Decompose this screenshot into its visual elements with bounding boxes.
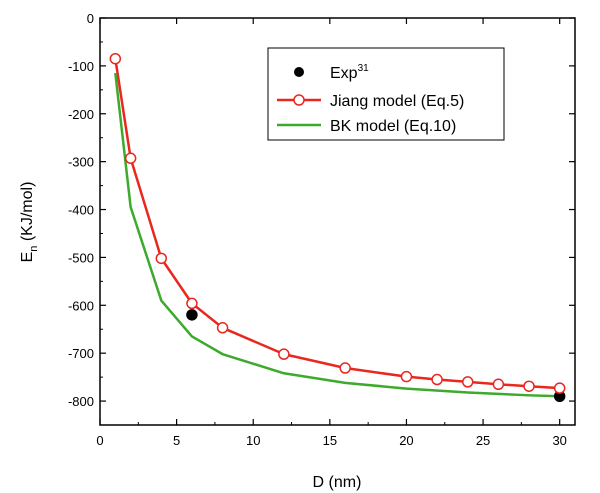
series-1-point — [461, 376, 474, 388]
legend-marker-exp — [294, 67, 304, 77]
y-tick-label: -300 — [68, 155, 94, 170]
legend-marker-jiang — [293, 94, 305, 106]
x-tick-label: 5 — [173, 433, 180, 448]
series-1-point — [431, 373, 443, 386]
y-tick-label: -200 — [68, 107, 94, 122]
y-tick-label: -400 — [68, 203, 94, 218]
series-1-point — [216, 322, 229, 334]
legend-label-bk: BK model (Eq.10) — [330, 118, 456, 135]
axis-ticks — [99, 17, 575, 425]
series-1-point — [109, 52, 122, 65]
series-line-2 — [114, 72, 560, 398]
y-tick-label: -100 — [68, 59, 94, 74]
legend: Exp31 Jiang model (Eq.5) BK model (Eq.10… — [267, 47, 505, 141]
plot-frame — [99, 17, 576, 426]
series-1-point — [492, 378, 505, 391]
series-0-point — [186, 309, 198, 321]
x-tick-label: 15 — [323, 433, 337, 448]
y-tick-label: -600 — [68, 298, 94, 313]
x-tick-label: 25 — [476, 433, 490, 448]
series-layer — [109, 52, 566, 403]
series-1-point — [400, 370, 413, 383]
series-1-point — [186, 297, 198, 310]
series-1-point — [278, 348, 290, 360]
legend-label-jiang: Jiang model (Eq.5) — [330, 93, 464, 110]
series-1-point — [155, 252, 168, 265]
y-tick-label: -800 — [68, 394, 94, 409]
axis-tick-labels: 0 5 10 15 20 25 30 0 -100 -200 -300 -400 -500 -600 -70… — [68, 11, 567, 448]
y-axis-title: En (KJ/mol) — [19, 182, 40, 263]
y-tick-label: 0 — [87, 11, 94, 26]
y-tick-label: -500 — [68, 250, 94, 265]
x-tick-label: 0 — [96, 433, 103, 448]
x-axis-title: D (nm) — [313, 474, 362, 491]
series-1-point — [124, 152, 137, 165]
x-tick-label: 10 — [246, 433, 260, 448]
series-1-point — [339, 362, 351, 374]
series-1-point — [553, 382, 566, 394]
x-tick-label: 30 — [552, 433, 566, 448]
y-tick-label: -700 — [68, 346, 94, 361]
series-1-point — [523, 380, 535, 392]
x-tick-label: 20 — [399, 433, 413, 448]
legend-label-exp: Exp31 — [330, 63, 369, 82]
